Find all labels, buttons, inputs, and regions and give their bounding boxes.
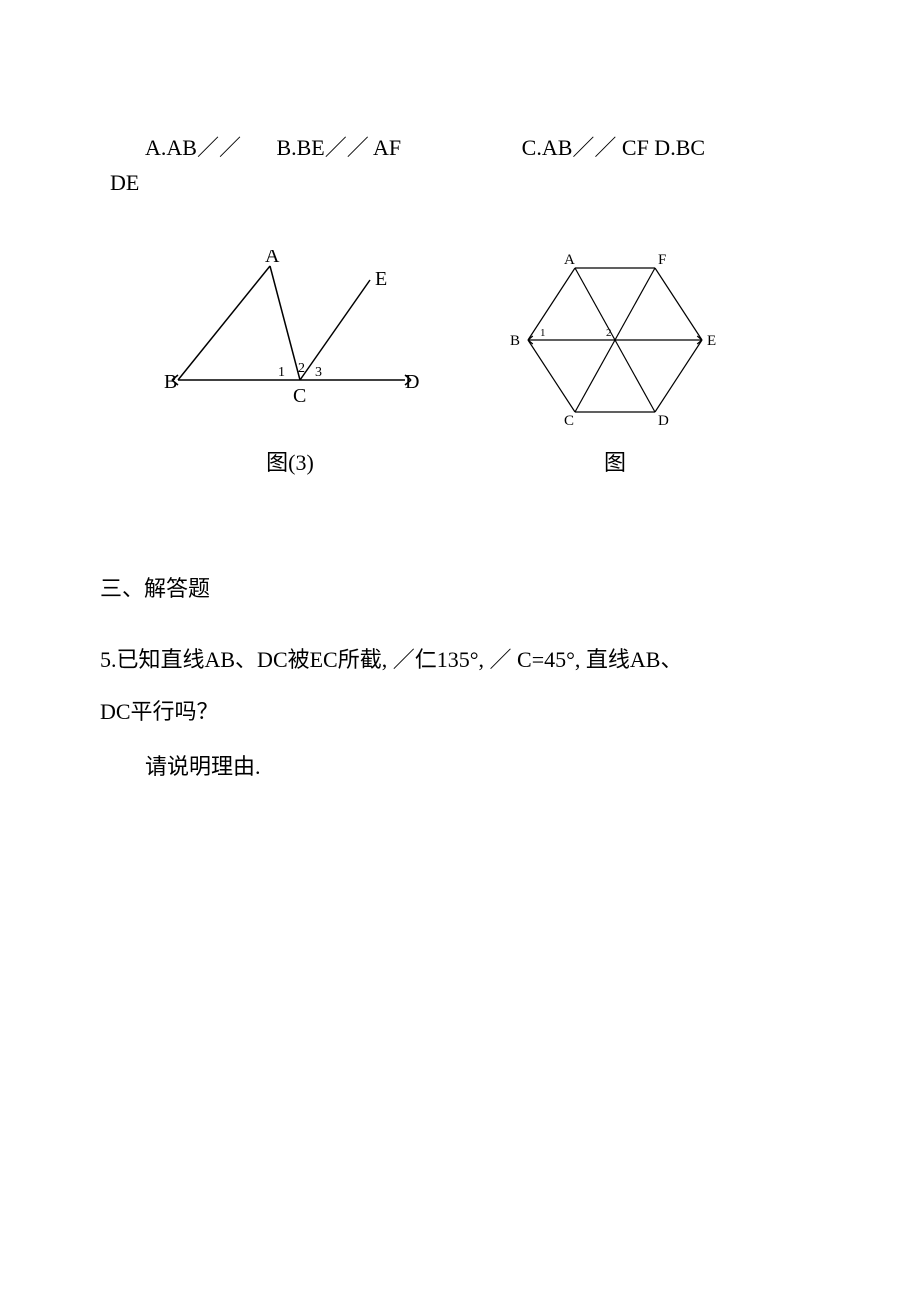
- option-continuation: DE: [110, 170, 139, 195]
- svg-text:A: A: [564, 252, 575, 268]
- options-second-line: DE: [110, 165, 820, 200]
- question-5-line1: 5.已知直线AB、DC被EC所截, ／仁135°, ／ C=45°, 直线AB、: [100, 636, 820, 684]
- svg-text:B: B: [510, 333, 520, 349]
- svg-text:1: 1: [278, 365, 285, 380]
- svg-text:E: E: [375, 268, 387, 290]
- svg-text:F: F: [658, 252, 666, 268]
- svg-text:A: A: [265, 250, 280, 267]
- figure-4-group: A F E D C B 1 2 图: [500, 250, 730, 480]
- option-b: B.BE／／ AF: [276, 130, 401, 165]
- option-c-d: C.AB／／ CF D.BC: [522, 130, 705, 165]
- svg-text:E: E: [707, 333, 716, 349]
- options-row: A.AB／／ B.BE／／ AF C.AB／／ CF D.BC: [145, 130, 820, 165]
- question-5-subtext: 请说明理由.: [145, 749, 820, 784]
- svg-text:1: 1: [540, 327, 546, 339]
- question-5-line2: DC平行吗？: [100, 694, 820, 729]
- svg-text:C: C: [293, 385, 306, 407]
- option-a: A.AB／／: [145, 130, 241, 165]
- svg-text:B: B: [164, 371, 177, 393]
- svg-text:2: 2: [606, 327, 612, 339]
- figure-3-svg: A E B C D 123: [160, 250, 420, 430]
- svg-text:3: 3: [315, 365, 322, 380]
- svg-text:2: 2: [298, 361, 305, 376]
- figure-3-group: A E B C D 123 图(3): [160, 250, 420, 480]
- figure-4-svg: A F E D C B 1 2: [500, 250, 730, 430]
- figures-row: AEBCD123 图(3) AFEDCB12 图: [160, 250, 820, 480]
- figure-3-caption: 图(3): [266, 445, 314, 480]
- svg-text:C: C: [564, 413, 574, 429]
- figure-4-caption: 图: [604, 445, 626, 480]
- section-3-title: 三、解答题: [100, 571, 820, 606]
- svg-text:D: D: [658, 413, 669, 429]
- svg-text:D: D: [405, 371, 419, 393]
